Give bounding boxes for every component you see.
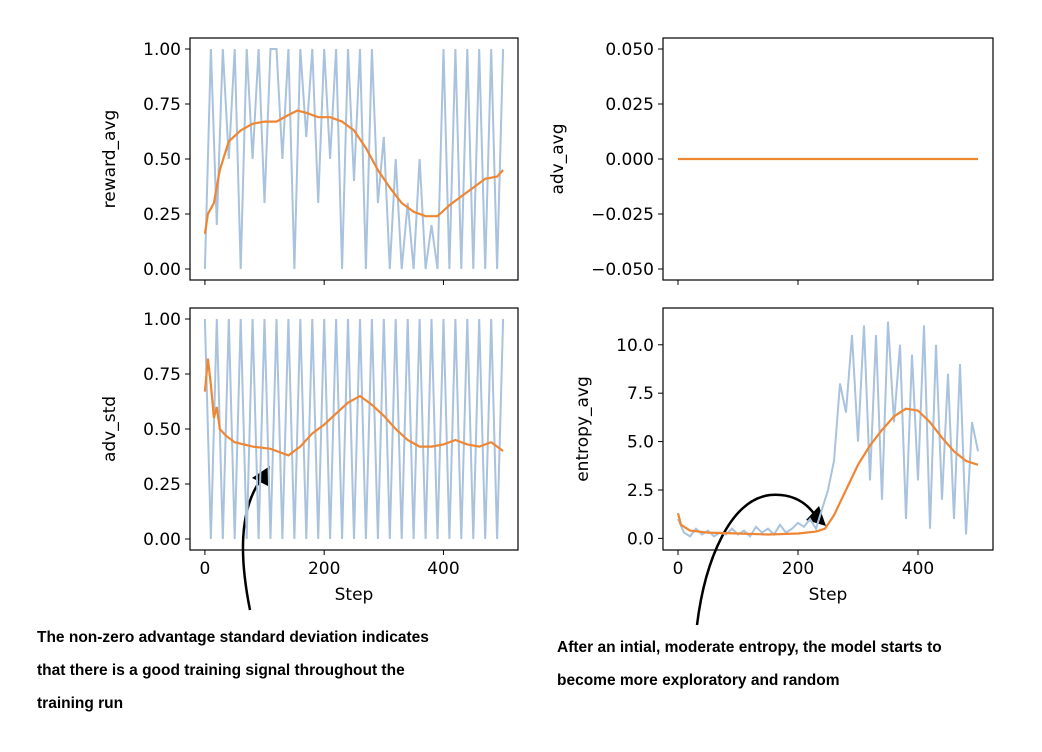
annotation-text: After an intial, moderate entropy, the m… [557, 639, 942, 656]
y-tick-label: 5.0 [627, 433, 654, 453]
y-axis-label: reward_avg [100, 110, 120, 209]
series-line [677, 321, 979, 538]
series-line [203, 358, 504, 457]
y-tick-label: 0.75 [143, 365, 181, 385]
y-tick-label: 0.50 [143, 420, 181, 440]
y-tick-label: 7.5 [627, 384, 654, 404]
series-line [203, 109, 504, 234]
annotation-text: The non-zero advantage standard deviatio… [37, 629, 429, 646]
y-tick-label: 10.0 [616, 336, 654, 356]
arrow [241, 477, 264, 611]
y-tick-label: 0.050 [605, 40, 654, 60]
annotation-text: that there is a good training signal thr… [37, 662, 405, 679]
series-line [203, 318, 505, 540]
y-tick-label: 0.75 [143, 95, 181, 115]
arrow [695, 493, 817, 626]
y-tick-label: −0.025 [591, 205, 654, 225]
annotation-text: become more exploratory and random [557, 672, 840, 689]
axes-frame [662, 307, 994, 551]
x-tick-label: 0 [199, 559, 210, 579]
y-tick-label: 0.00 [143, 530, 181, 550]
y-tick-label: 0.00 [143, 260, 181, 280]
series-line [676, 407, 979, 536]
y-tick-label: 1.00 [143, 310, 181, 330]
y-tick-label: 0.0 [627, 529, 654, 549]
x-tick-label: 400 [427, 559, 459, 579]
x-tick-label: 200 [782, 559, 814, 579]
x-axis-label: Step [335, 585, 374, 605]
y-tick-label: 2.5 [627, 481, 654, 501]
y-tick-label: 1.00 [143, 40, 181, 60]
x-axis-label: Step [809, 585, 848, 605]
y-tick-label: 0.25 [143, 205, 181, 225]
y-axis-label: adv_avg [548, 123, 568, 194]
y-tick-label: −0.050 [591, 260, 654, 280]
y-tick-label: 0.025 [605, 95, 654, 115]
y-axis-label: entropy_avg [573, 376, 593, 482]
y-tick-label: 0.25 [143, 475, 181, 495]
y-axis-label: adv_std [100, 396, 120, 462]
y-tick-label: 0.50 [143, 150, 181, 170]
y-tick-label: 0.000 [605, 150, 654, 170]
series-line [203, 48, 505, 270]
annotation-text: training run [37, 695, 123, 712]
x-tick-label: 200 [308, 559, 340, 579]
x-tick-label: 400 [902, 559, 934, 579]
x-tick-label: 0 [673, 559, 684, 579]
